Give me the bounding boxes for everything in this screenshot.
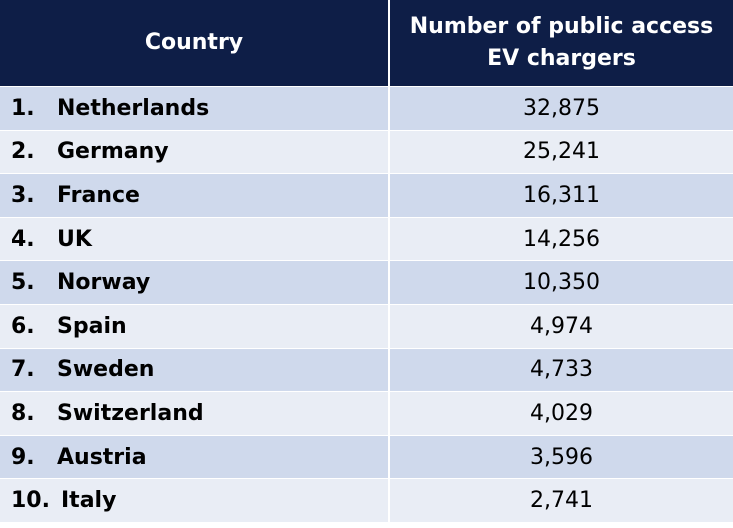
table-row: 8. Switzerland 4,029	[0, 391, 733, 435]
country-cell: 2. Germany	[0, 131, 388, 174]
country-column-header: Country	[144, 30, 244, 55]
header-divider	[388, 0, 390, 86]
chargers-value-cell: 25,241	[523, 139, 600, 165]
country-cell: 3. France	[0, 174, 388, 217]
chargers-column-header: Number of public access EV chargers	[409, 14, 714, 71]
column-divider	[388, 261, 390, 304]
table-header: Country Number of public access EV charg…	[0, 0, 733, 86]
table-row: 3. France 16,311	[0, 173, 733, 217]
country-name: France	[57, 182, 140, 208]
country-cell: 6. Spain	[0, 305, 388, 348]
chargers-value-cell: 3,596	[530, 444, 593, 470]
country-cell: 7. Sweden	[0, 349, 388, 392]
table-row: 6. Spain 4,974	[0, 303, 733, 348]
chargers-value-cell: 16,311	[523, 182, 600, 208]
country-name: Norway	[57, 270, 151, 296]
rank-label: 1.	[11, 95, 35, 121]
table-row: 9. Austria 3,596	[0, 434, 733, 479]
country-cell: 8. Switzerland	[0, 392, 388, 435]
chargers-value-cell: 2,741	[530, 488, 593, 514]
rank-label: 5.	[11, 270, 35, 296]
country-name: Germany	[57, 139, 169, 165]
rank-label: 4.	[11, 226, 35, 252]
chargers-value-cell: 32,875	[523, 95, 600, 121]
table-row: 4. UK 14,256	[0, 216, 733, 261]
chargers-value-cell: 4,029	[530, 400, 593, 426]
country-name: Netherlands	[57, 95, 210, 121]
chargers-value-cell: 4,733	[530, 357, 593, 383]
column-divider	[388, 479, 390, 522]
table-row: 5. Norway 10,350	[0, 260, 733, 304]
table-row: 7. Sweden 4,733	[0, 347, 733, 392]
rank-label: 3.	[11, 182, 35, 208]
column-divider	[388, 435, 390, 479]
rank-label: 10.	[11, 488, 50, 514]
column-divider	[388, 348, 390, 392]
country-name: Italy	[61, 488, 117, 514]
chargers-value-cell: 10,350	[523, 270, 600, 296]
column-divider	[388, 130, 390, 174]
table-row: 2. Germany 25,241	[0, 129, 733, 174]
country-cell: 5. Norway	[0, 261, 388, 304]
rank-label: 9.	[11, 444, 35, 470]
column-divider	[388, 392, 390, 435]
rank-label: 7.	[11, 357, 35, 383]
column-divider	[388, 304, 390, 348]
rank-label: 8.	[11, 400, 35, 426]
table-body: 1. Netherlands 32,875 2. Germany 25,241 3. Fran…	[0, 86, 733, 522]
rank-label: 6.	[11, 313, 35, 339]
country-cell: 9. Austria	[0, 436, 388, 479]
table-row: 10. Italy 2,741	[0, 478, 733, 522]
column-divider	[388, 174, 390, 217]
country-name: UK	[57, 226, 92, 252]
chargers-value-cell: 14,256	[523, 226, 600, 252]
country-name: Switzerland	[57, 400, 204, 426]
country-cell: 10. Italy	[0, 479, 388, 522]
chargers-value-cell: 4,974	[530, 313, 593, 339]
table-row: 1. Netherlands 32,875	[0, 86, 733, 130]
rank-label: 2.	[11, 139, 35, 165]
country-name: Sweden	[57, 357, 155, 383]
column-divider	[388, 87, 390, 130]
country-name: Spain	[57, 313, 127, 339]
country-cell: 4. UK	[0, 218, 388, 261]
country-name: Austria	[57, 444, 147, 470]
country-cell: 1. Netherlands	[0, 87, 388, 130]
column-divider	[388, 217, 390, 261]
